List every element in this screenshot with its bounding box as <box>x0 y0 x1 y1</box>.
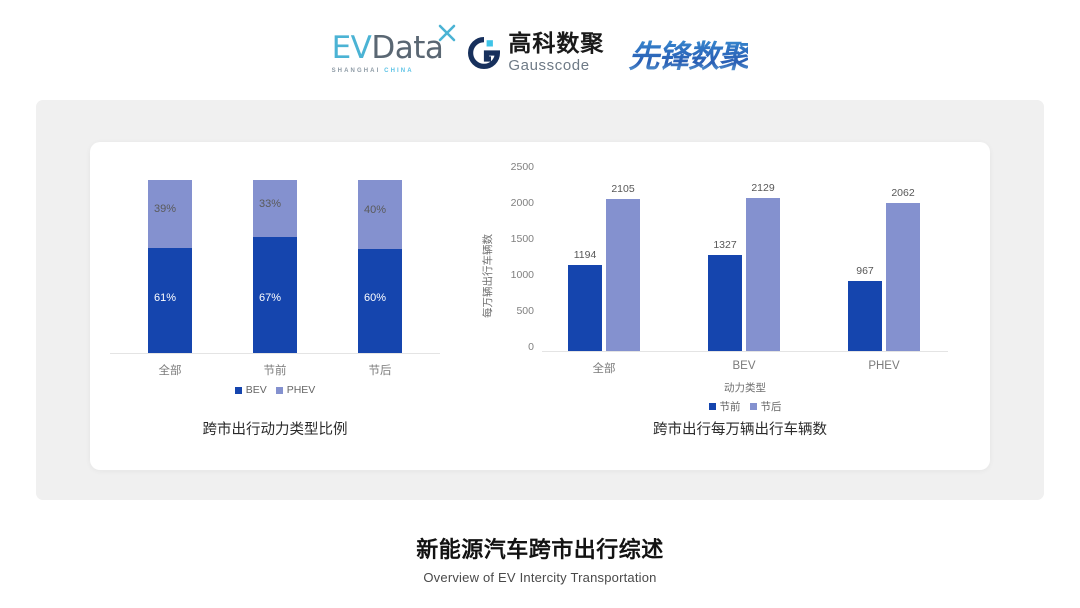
x-axis-title: 动力类型 <box>724 382 766 394</box>
legend-item-post: 节后 <box>749 399 782 414</box>
bar-label-phev-all: 39% <box>154 203 177 215</box>
chart-powertrain-share: 39% 61% 33% 67% 40% 60% 全部 节前 节后 BEV PHE… <box>110 150 440 396</box>
bar-segment-bev-post <box>358 249 402 353</box>
bar-post-phev <box>886 203 920 351</box>
evdata-tagline: SHANGHAI CHINA <box>332 68 414 74</box>
legend-swatch-pre <box>708 403 716 410</box>
y-tick-2000: 2000 <box>510 197 534 209</box>
y-tick-500: 500 <box>516 305 534 317</box>
chart-trips-per-10k: 每万辆出行车辆数 2500 2000 1500 1000 500 0 1194 … <box>478 158 948 413</box>
logo-xianfeng: 先锋数聚 <box>628 31 749 76</box>
gausscode-en: Gausscode <box>508 57 590 74</box>
footer-title-block: 新能源汽车跨市出行综述 Overview of EV Intercity Tra… <box>0 532 1080 585</box>
legend-item-pre: 节前 <box>708 399 741 414</box>
charts-card <box>90 142 990 470</box>
bar-label-bev-all: 61% <box>154 292 177 304</box>
y-tick-0: 0 <box>528 341 534 353</box>
legend-swatch-bev <box>234 386 242 394</box>
evdata-tagline-city: SHANGHAI <box>331 67 381 74</box>
x-tick-post: 节后 <box>368 365 392 377</box>
legend-label-post: 节后 <box>760 401 782 413</box>
bar-label-bev-pre: 67% <box>259 292 282 304</box>
x-tick-bev: BEV <box>732 360 756 372</box>
value-label-pre-all: 1194 <box>573 249 597 261</box>
value-label-pre-phev: 967 <box>856 265 874 277</box>
y-tick-2500: 2500 <box>510 161 534 173</box>
g-circle-icon <box>467 36 501 70</box>
y-axis-title: 每万辆出行车辆数 <box>482 234 494 318</box>
legend-left-chart: BEV PHEV <box>110 384 440 396</box>
logo-bar: EV Data SHANGHAI CHINA 高科数聚 Gausscode <box>0 22 1080 84</box>
x-cross-icon <box>438 24 456 42</box>
y-tick-1000: 1000 <box>510 269 534 281</box>
legend-right-chart: 节前 节后 <box>542 399 948 414</box>
bar-label-phev-post: 40% <box>364 204 387 216</box>
page-title-cn: 新能源汽车跨市出行综述 <box>416 538 664 563</box>
legend-swatch-phev <box>275 386 283 394</box>
bar-segment-phev-post <box>358 180 402 249</box>
bar-pre-all <box>568 265 602 351</box>
x-tick-pre: 节前 <box>263 365 287 377</box>
logo-gausscode: 高科数聚 Gausscode <box>467 33 604 73</box>
legend-swatch-post <box>749 403 757 410</box>
evdata-data-text: Data <box>371 29 444 66</box>
gausscode-text: 高科数聚 Gausscode <box>508 31 605 74</box>
x-axis-line <box>110 353 440 354</box>
legend-label-phev: PHEV <box>286 384 316 396</box>
bar-segment-bev-all <box>148 247 192 353</box>
x-tick-all: 全部 <box>592 363 616 375</box>
value-label-post-bev: 2129 <box>751 182 775 194</box>
value-label-post-phev: 2062 <box>891 187 915 199</box>
bar-segment-phev-pre <box>253 180 297 237</box>
x-tick-all: 全部 <box>158 365 182 377</box>
legend-label-bev: BEV <box>245 384 267 396</box>
y-tick-1500: 1500 <box>510 233 534 245</box>
page-title-en: Overview of EV Intercity Transportation <box>423 570 657 585</box>
bar-post-bev <box>746 198 780 351</box>
legend-item-bev: BEV <box>234 384 267 396</box>
x-axis-line <box>542 351 948 352</box>
bar-label-bev-post: 60% <box>364 292 387 304</box>
gausscode-cn: 高科数聚 <box>508 31 605 57</box>
value-label-post-all: 2105 <box>611 183 635 195</box>
bar-pre-phev <box>848 281 882 351</box>
caption-right-chart: 跨市出行每万辆出行车辆数 <box>653 422 827 438</box>
caption-left-chart: 跨市出行动力类型比例 <box>202 422 348 438</box>
bar-segment-bev-pre <box>253 237 297 353</box>
bar-label-phev-pre: 33% <box>259 198 282 210</box>
x-tick-phev: PHEV <box>868 360 900 372</box>
bar-segment-phev-all <box>148 180 192 248</box>
legend-label-pre: 节前 <box>719 401 741 413</box>
bar-post-all <box>606 199 640 351</box>
bar-pre-bev <box>708 255 742 351</box>
evdata-tagline-country: CHINA <box>384 67 414 74</box>
legend-item-phev: PHEV <box>275 384 316 396</box>
logo-evdata: EV Data SHANGHAI CHINA <box>331 24 456 74</box>
evdata-ev-text: EV <box>331 29 372 66</box>
evdata-wordmark: EV Data <box>331 24 456 66</box>
value-label-pre-bev: 1327 <box>713 239 737 251</box>
